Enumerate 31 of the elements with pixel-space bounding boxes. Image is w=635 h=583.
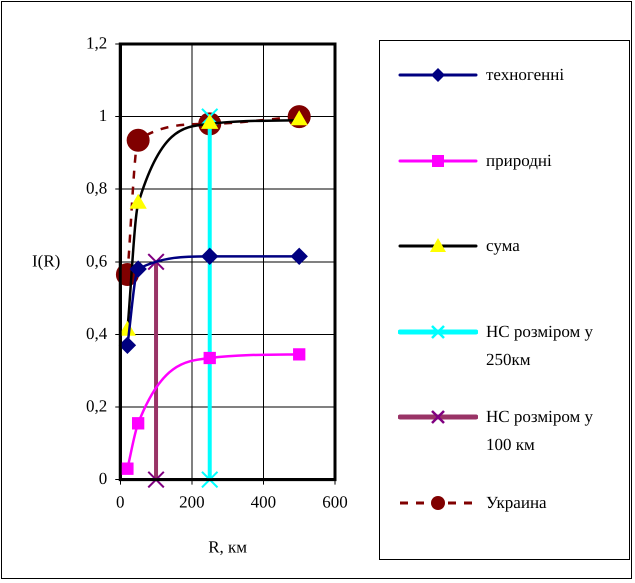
point (147, 470, 165, 488)
y-tick-label: 0,2 (86, 396, 108, 416)
y-tick-label: 0,6 (86, 251, 108, 270)
y-tick-label: 0,8 (86, 178, 108, 198)
y-tick-label: 0,4 (86, 324, 108, 343)
x-tick-label: 0 (116, 492, 124, 512)
point (147, 253, 165, 271)
x-tick-label: 400 (250, 492, 276, 512)
y-tick-label: 0 (98, 469, 108, 488)
y-tick-label: 1 (98, 106, 108, 126)
point (290, 248, 308, 265)
point (201, 248, 218, 265)
legend-label: сума (486, 235, 521, 257)
x-axis-title: R, км (208, 537, 248, 556)
x-tick-label: 200 (179, 492, 205, 512)
point (204, 352, 216, 364)
point (130, 260, 147, 278)
legend-label: Украина (486, 492, 548, 514)
legend-label: техногенні (486, 64, 566, 86)
y-tick-label: 1,2 (86, 33, 108, 52)
point (118, 336, 136, 354)
point (126, 128, 150, 152)
y-axis-title: I(R) (32, 251, 60, 270)
legend-label: НС розміром у 100 км (486, 406, 594, 456)
x-tick-label: 600 (322, 492, 348, 512)
legend-label: НС розміром у 250км (486, 320, 594, 370)
point (200, 470, 219, 488)
point (121, 462, 134, 475)
point (293, 348, 306, 361)
point (132, 417, 144, 430)
legend-label: природні (486, 150, 553, 172)
